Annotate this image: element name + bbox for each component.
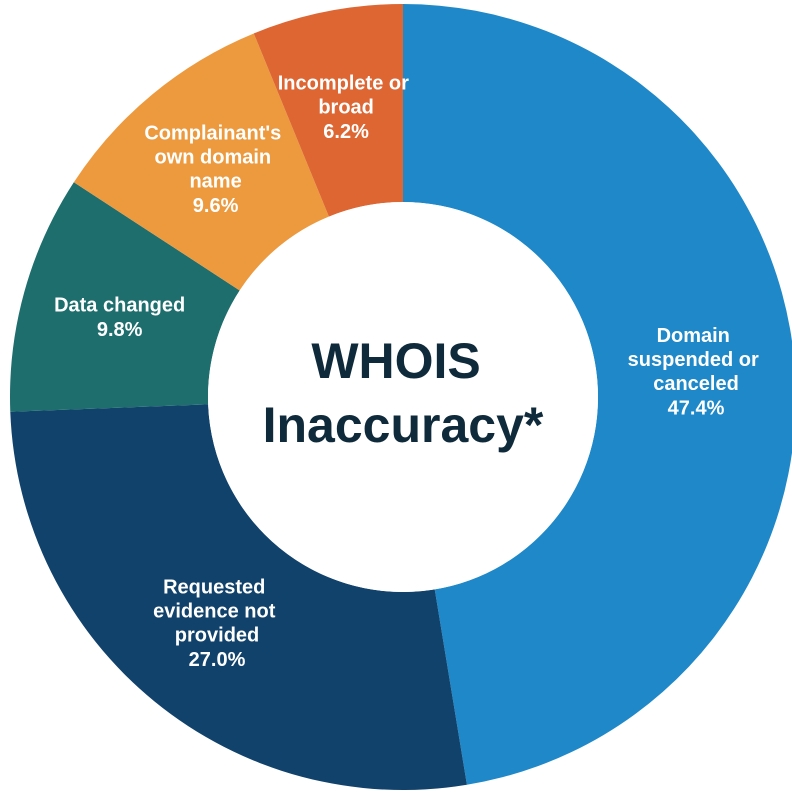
slice-label: Domain suspended or canceled [628,325,765,395]
slice-label-line: canceled [653,373,739,395]
value-label: 27.0% [189,649,246,671]
value-label: 9.8% [97,319,143,341]
slice-label: Complainant's own domain name [144,123,287,193]
chart-title-line: Inaccuracy* [263,397,544,453]
value-label: 9.6% [193,195,239,217]
value-label: 47.4% [668,397,725,419]
slice-label: Data changed [54,295,185,317]
slice-label-line: Requested [163,577,271,599]
slice-label-line: evidence not [153,601,281,623]
slice-label-line: Domain [657,325,736,347]
slice-label-line: Complainant's [144,123,287,145]
slice-label: Incomplete or broad [278,73,415,119]
chart-title: WHOIS Inaccuracy* [263,333,544,453]
slice-label-line: broad [318,97,374,119]
wedge [10,182,240,412]
slice-label-line: Incomplete or [278,73,415,95]
donut-hole [208,202,598,592]
wedge [403,4,792,785]
slice-label-line: name [189,171,241,193]
slice-label-line: own domain [154,147,276,169]
wedge [253,4,403,217]
chart-title-line: WHOIS [311,333,494,389]
slice-label-line: suspended or [628,349,765,371]
value-label: 6.2% [323,121,369,143]
slice-label-line: provided [175,625,259,647]
wedge [10,404,467,791]
slice-label: Requested evidence not provided [153,577,281,647]
wedge [73,33,329,291]
slice-label-line: Data changed [54,295,185,317]
